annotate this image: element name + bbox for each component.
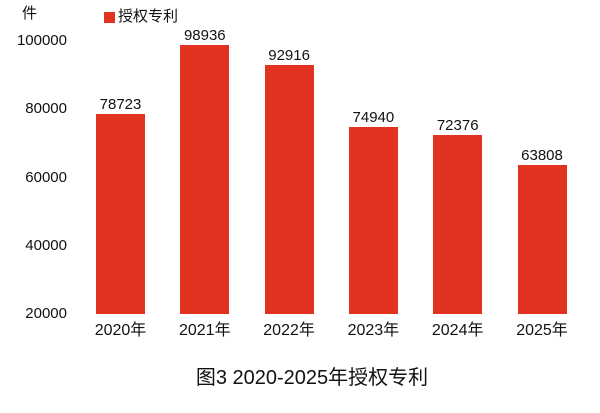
- x-axis-category-label: 2024年: [431, 322, 484, 339]
- bar: [348, 126, 398, 314]
- y-axis-unit-label: 件: [22, 5, 38, 22]
- chart-title: 图3 2020-2025年授权专利: [195, 367, 429, 389]
- bar-value-label: 72376: [436, 117, 479, 135]
- x-axis-category-label: 2025年: [516, 322, 568, 339]
- y-axis-tick-label: 80000: [25, 100, 67, 118]
- x-axis-category-label: 2022年: [263, 322, 315, 339]
- x-axis-category-label: 2021年: [178, 322, 231, 339]
- bar: [264, 65, 314, 314]
- y-axis-tick-label: 20000: [25, 305, 67, 322]
- bar-value-label: 78723: [99, 95, 142, 113]
- y-axis-tick-label: 40000: [25, 236, 67, 254]
- bar-value-label: 98936: [183, 26, 226, 44]
- bar-value-label: 92916: [268, 47, 310, 65]
- bar-value-label: 63808: [521, 146, 563, 164]
- y-axis-tick-label: 100000: [16, 32, 67, 49]
- bar: [96, 113, 145, 314]
- bar: [433, 135, 483, 314]
- bar-value-label: 74940: [352, 108, 395, 126]
- bar: [517, 164, 567, 314]
- legend-label: 授权专利: [118, 8, 179, 25]
- x-axis-category-label: 2023年: [347, 322, 400, 339]
- bar: [180, 44, 230, 314]
- legend: 授权专利: [104, 8, 178, 26]
- x-axis-category-label: 2020年: [94, 322, 147, 339]
- legend-swatch: [104, 11, 115, 23]
- y-axis-tick-label: 60000: [25, 168, 67, 186]
